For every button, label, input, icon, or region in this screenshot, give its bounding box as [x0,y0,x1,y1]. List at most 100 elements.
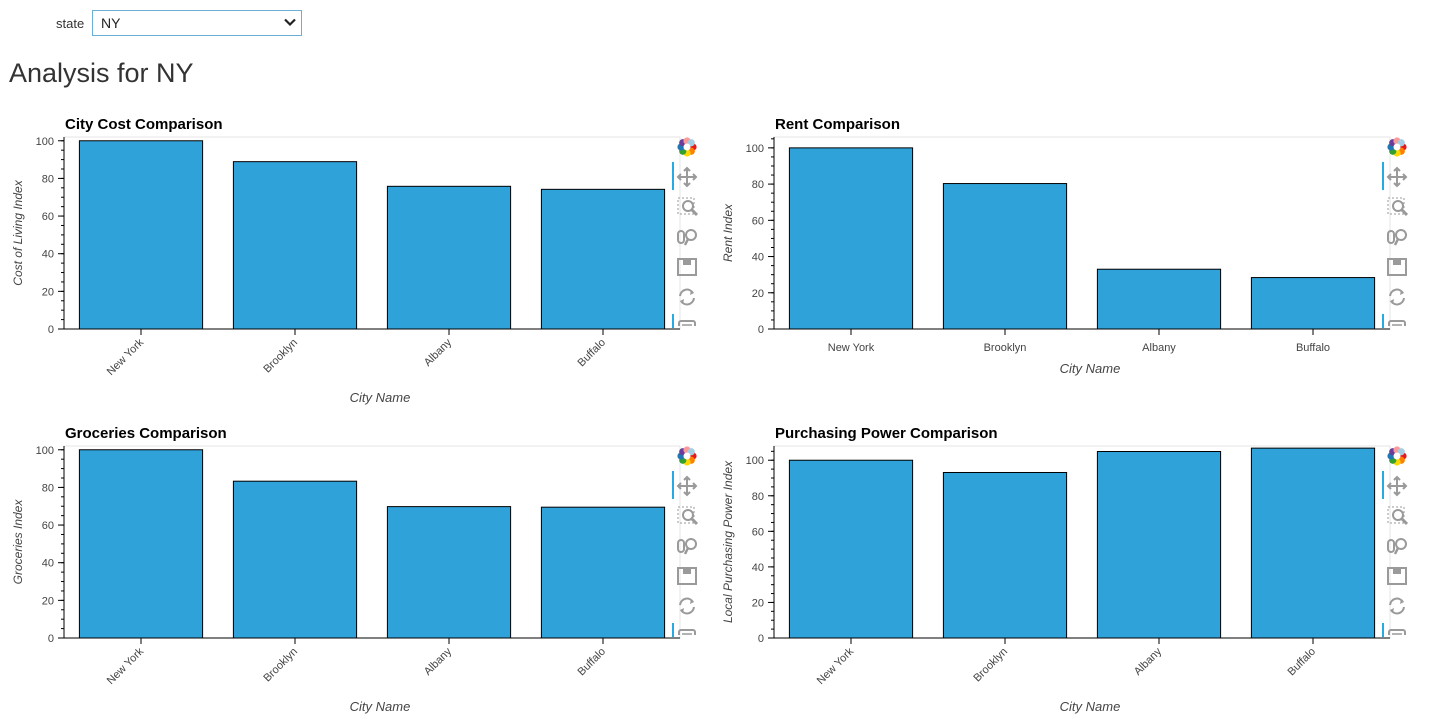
chart-svg: Groceries Comparison 0 20 40 60 80 100 Grocerie… [11,425,681,714]
x-tick-label: Buffalo [1296,342,1330,354]
y-tick-label: 20 [42,286,54,298]
x-tick-label: Buffalo [1286,646,1319,679]
y-tick-label: 80 [752,491,764,503]
bar-new-york[interactable] [788,147,914,330]
y-tick-label: 60 [752,526,764,538]
y-tick-label: 80 [752,179,764,191]
box-zoom-icon[interactable] [1386,505,1409,527]
y-axis-label: Cost of Living Index [11,179,25,285]
reset-icon[interactable] [1386,595,1408,617]
hover-icon[interactable] [676,625,698,635]
active-tool-indicator [1382,162,1384,190]
y-axis-label: Groceries Index [11,499,25,585]
bar-brooklyn[interactable] [942,183,1068,330]
y-axis-label: Rent Index [721,203,735,262]
hover-icon[interactable] [676,316,698,326]
chart-toolbar [1382,136,1416,336]
save-icon[interactable] [1386,565,1408,587]
x-tick-label: Brooklyn [984,342,1027,354]
wheel-zoom-icon[interactable] [1386,226,1408,248]
bar-buffalo[interactable] [540,506,666,639]
state-select[interactable]: NY [92,10,302,36]
y-tick-label: 80 [42,482,54,494]
active-tool-indicator [672,471,674,499]
bar-new-york[interactable] [788,459,914,639]
reset-icon[interactable] [676,286,698,308]
bokeh-logo-icon[interactable] [1386,136,1408,158]
y-tick-label: 40 [42,249,54,261]
y-tick-label: 20 [752,288,764,300]
x-tick-label: Albany [1142,342,1176,354]
wheel-zoom-icon[interactable] [1386,535,1408,557]
y-tick-label: 100 [746,455,764,467]
x-tick-label: Albany [422,336,455,369]
x-tick-label: Albany [1132,645,1165,678]
chart-title: City Cost Comparison [65,116,223,133]
x-tick-label: Brooklyn [261,337,300,376]
y-tick-label: 0 [758,633,764,645]
x-axis-label: City Name [1060,699,1121,714]
x-tick-label: New York [815,645,857,687]
chart-title: Rent Comparison [775,116,900,133]
active-tool-indicator [1382,623,1384,637]
save-icon[interactable] [676,256,698,278]
pan-icon[interactable] [676,475,698,497]
y-tick-label: 40 [42,558,54,570]
y-tick-label: 40 [752,252,764,264]
chart-title: Groceries Comparison [65,425,227,442]
bar-albany[interactable] [386,506,512,639]
x-axis-label: City Name [350,699,411,714]
bar-buffalo[interactable] [1250,447,1376,639]
x-axis-label: City Name [1060,361,1121,376]
y-tick-label: 20 [752,597,764,609]
bar-buffalo[interactable] [540,188,666,330]
active-tool-indicator [1382,314,1384,328]
reset-icon[interactable] [1386,286,1408,308]
save-icon[interactable] [1386,256,1408,278]
box-zoom-icon[interactable] [1386,196,1409,218]
page-title: Analysis for NY [9,58,194,88]
bokeh-logo-icon[interactable] [1386,445,1408,467]
x-tick-label: New York [105,336,147,378]
bar-brooklyn[interactable] [232,480,358,639]
wheel-zoom-icon[interactable] [676,535,698,557]
bar-brooklyn[interactable] [232,161,358,330]
x-tick-label: New York [828,342,875,354]
x-tick-label: Buffalo [576,646,609,679]
bar-buffalo[interactable] [1250,277,1376,330]
chart-panel-groceries: Groceries Comparison 0 20 40 60 80 100 Grocerie… [0,421,712,721]
bar-brooklyn[interactable] [942,471,1068,639]
chart-panel-rent: Rent Comparison 0 20 40 60 80 100 Rent Index New… [710,112,1422,412]
chart-svg: Rent Comparison 0 20 40 60 80 100 Rent Index New… [721,116,1391,376]
bokeh-logo-icon[interactable] [676,445,698,467]
x-axis-label: City Name [350,390,411,405]
x-tick-label: Brooklyn [971,646,1010,685]
active-tool-indicator [1382,471,1384,499]
reset-icon[interactable] [676,595,698,617]
chevron-down-icon [284,18,296,27]
pan-icon[interactable] [676,166,698,188]
hover-icon[interactable] [1386,316,1408,326]
chart-svg: Purchasing Power Comparison 0 20 40 60 80 100 L… [721,425,1391,714]
bar-albany[interactable] [1096,451,1222,639]
chart-toolbar [1382,445,1416,645]
bar-albany[interactable] [386,185,512,330]
bar-new-york[interactable] [78,140,204,330]
pan-icon[interactable] [1386,475,1408,497]
bokeh-logo-icon[interactable] [676,136,698,158]
bar-albany[interactable] [1096,268,1222,330]
y-tick-label: 0 [48,324,54,336]
pan-icon[interactable] [1386,166,1408,188]
y-tick-label: 60 [752,215,764,227]
hover-icon[interactable] [1386,625,1408,635]
chart-toolbar [672,136,706,336]
box-zoom-icon[interactable] [676,196,699,218]
state-select-value: NY [101,15,121,31]
y-tick-label: 60 [42,520,54,532]
bar-new-york[interactable] [78,449,204,639]
y-tick-label: 100 [36,136,54,148]
wheel-zoom-icon[interactable] [676,226,698,248]
y-tick-label: 20 [42,595,54,607]
save-icon[interactable] [676,565,698,587]
box-zoom-icon[interactable] [676,505,699,527]
